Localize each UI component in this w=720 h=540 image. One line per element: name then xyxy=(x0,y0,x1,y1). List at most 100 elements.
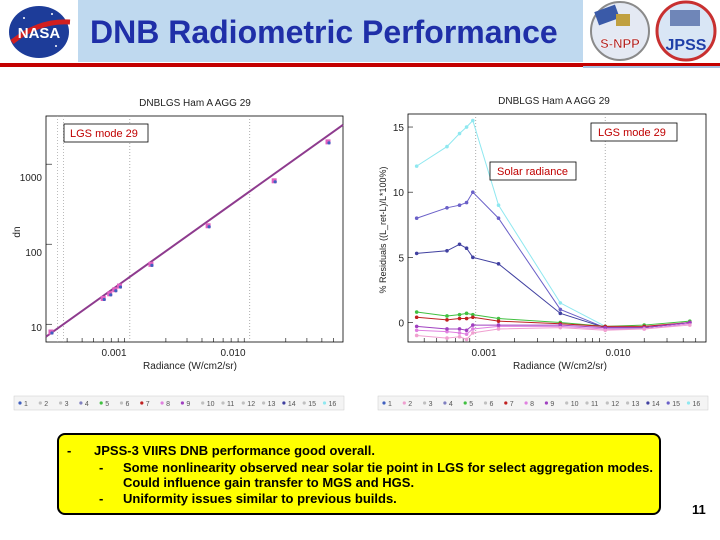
legend-frame xyxy=(377,395,709,411)
series-line xyxy=(416,324,690,340)
plot-grid xyxy=(46,116,334,342)
legend-marker xyxy=(585,401,589,405)
series-point xyxy=(558,307,563,312)
series-point xyxy=(457,316,462,321)
sub-bullet-dash: - xyxy=(99,460,104,475)
series-line xyxy=(416,321,690,331)
legend-label: 16 xyxy=(693,401,701,408)
residuals-plot: DNBLGS Ham A AGG 29 LGS mode 29 Solar ra… xyxy=(372,92,717,414)
plot-legend: 1 2 3 4 5 6 7 8 9 10 11 12 13 14 15 16 xyxy=(13,395,345,411)
legend-label: 13 xyxy=(268,401,276,408)
legend-label: 10 xyxy=(207,401,215,408)
y-tick-1000: 1000 xyxy=(20,173,43,184)
legend-label: 3 xyxy=(429,401,433,408)
x-axis-label: Radiance (W/cm2/sr) xyxy=(143,361,237,372)
legend-label: 6 xyxy=(126,401,130,408)
snpp-logo: S-NPP xyxy=(590,1,650,61)
series-point xyxy=(496,316,501,321)
plot-title: DNBLGS Ham A AGG 29 xyxy=(498,96,610,107)
series-point xyxy=(688,323,692,327)
y-tick-label: 15 xyxy=(393,123,405,134)
legend-label: 13 xyxy=(632,401,640,408)
data-point xyxy=(109,293,113,297)
data-point xyxy=(50,331,54,335)
series-point xyxy=(457,327,462,331)
series-point xyxy=(445,336,449,340)
plot-marks xyxy=(414,118,692,342)
summary-main-point: JPSS-3 VIIRS DNB performance good overal… xyxy=(94,443,376,458)
series-point xyxy=(445,329,449,334)
series-point xyxy=(471,255,475,260)
legend-frame xyxy=(13,395,345,411)
legend-marker xyxy=(443,401,447,405)
series-point xyxy=(471,327,475,331)
series-point xyxy=(496,203,501,207)
legend-marker xyxy=(666,401,670,405)
fit-line xyxy=(45,124,344,338)
legend-label: 7 xyxy=(146,401,150,408)
legend-marker xyxy=(221,401,225,405)
plot-grid xyxy=(423,114,697,342)
series-point xyxy=(414,216,419,221)
legend-label: 14 xyxy=(652,401,660,408)
nasa-logo: NASA xyxy=(9,6,71,58)
legend-marker xyxy=(565,401,569,405)
y-ticks: 15 10 5 0 xyxy=(393,123,413,329)
legend-label: 15 xyxy=(308,401,316,408)
series-point xyxy=(457,203,462,207)
y-axis-label: dn xyxy=(12,226,23,237)
series-point xyxy=(464,337,469,342)
series-point xyxy=(496,327,501,331)
series-point xyxy=(464,246,469,250)
series-point xyxy=(414,328,419,333)
data-point xyxy=(118,285,123,289)
legend-marker xyxy=(180,401,184,405)
series-line xyxy=(416,119,690,329)
legend-label: 11 xyxy=(591,401,598,408)
series-line xyxy=(416,311,690,327)
series-point xyxy=(457,242,462,247)
series-point xyxy=(445,144,449,149)
legend-marker xyxy=(79,401,83,405)
legend-marker xyxy=(382,401,386,405)
x-axis-label: Radiance (W/cm2/sr) xyxy=(513,361,607,372)
legend-label: 14 xyxy=(288,401,296,408)
y-axis-label: % Residuals ((L_ret-L)/L*100%) xyxy=(378,166,388,293)
solar-annotation-text: Solar radiance xyxy=(497,166,568,178)
plot-title: DNBLGS Ham A AGG 29 xyxy=(139,98,251,109)
series-point xyxy=(464,311,469,316)
series-point xyxy=(464,328,469,333)
series-point xyxy=(496,323,501,327)
jpss-logo-text: JPSS xyxy=(666,37,707,54)
legend-label: 4 xyxy=(449,401,453,408)
plot-frame xyxy=(407,113,707,343)
annotation-box xyxy=(590,122,678,142)
legend-label: 11 xyxy=(227,401,234,408)
legend-marker xyxy=(241,401,245,405)
x-tick-0001: 0.001 xyxy=(101,348,126,359)
series-point xyxy=(464,316,469,321)
legend-marker xyxy=(463,401,467,405)
x-tick-0001: 0.001 xyxy=(471,348,496,359)
page-title: DNB Radiometric Performance xyxy=(90,14,558,50)
legend-marker xyxy=(302,401,306,405)
legend-label: 12 xyxy=(611,401,619,408)
legend-label: 4 xyxy=(85,401,89,408)
legend-label: 2 xyxy=(44,401,48,408)
series-point xyxy=(457,331,462,335)
series-point xyxy=(496,216,501,221)
series-point xyxy=(471,331,475,335)
nasa-logo-text: NASA xyxy=(18,25,61,42)
series-line xyxy=(416,323,690,335)
y-tick-label: 10 xyxy=(393,188,405,199)
legend-label: 6 xyxy=(490,401,494,408)
series-point xyxy=(445,206,449,210)
x-tick-0010: 0.010 xyxy=(220,348,245,359)
legend-marker xyxy=(483,401,488,405)
series-point xyxy=(558,301,563,305)
series-point xyxy=(457,312,462,317)
series-point xyxy=(471,118,475,123)
header-rule xyxy=(0,63,720,67)
legend-label: 3 xyxy=(65,401,69,408)
legend-marker xyxy=(423,401,427,405)
